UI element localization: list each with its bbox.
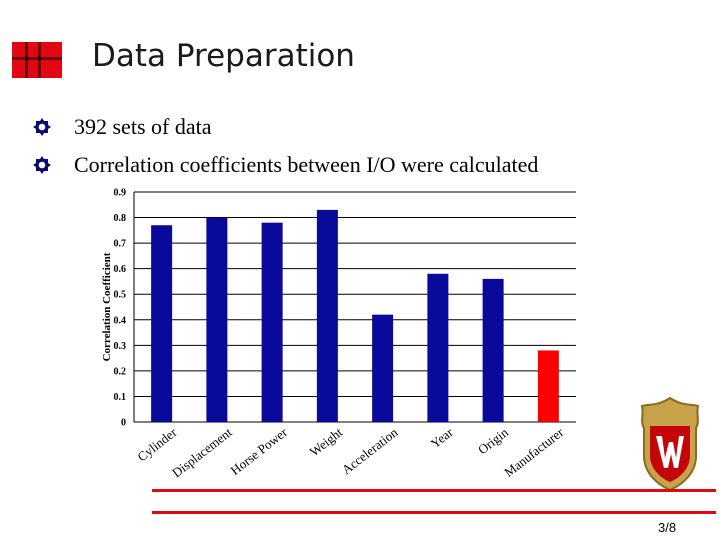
x-tick-label: Displacement	[169, 424, 235, 480]
y-tick-label: 0.8	[114, 213, 127, 224]
y-tick-label: 0.2	[114, 366, 127, 377]
y-tick-label: 0.4	[114, 315, 127, 326]
y-tick-label: 0.6	[114, 264, 127, 275]
footer-rule	[152, 489, 716, 492]
logo-icon	[12, 42, 62, 78]
bullet-text: Correlation coefficients between I/O wer…	[74, 152, 539, 177]
x-tick-label: Origin	[475, 424, 511, 457]
x-tick-label: Weight	[307, 424, 346, 459]
university-crest-icon	[640, 396, 700, 492]
y-tick-label: 0.5	[114, 290, 127, 301]
bar-horse-power	[261, 222, 283, 422]
bullet-item: Correlation coefficients between I/O wer…	[32, 152, 538, 178]
x-tick-label: Acceleration	[339, 424, 401, 477]
bar-acceleration	[372, 314, 394, 422]
page-number: 3/8	[658, 520, 677, 535]
bar-manufacturer	[537, 350, 559, 422]
x-tick-label: Horse Power	[228, 424, 291, 478]
x-tick-label: Year	[428, 424, 457, 451]
y-tick-label: 0.7	[114, 239, 127, 250]
bar-origin	[482, 278, 504, 422]
correlation-bar-chart: 0 0.1 0.2 0.3 0.4 0.5 0.6 0.7 0.8 0.9 Correlation …	[101, 188, 576, 480]
x-tick-label: Cylinder	[134, 424, 180, 464]
page-title: Data Preparation	[92, 38, 355, 74]
bar-displacement	[206, 217, 228, 422]
bar-year	[427, 273, 449, 422]
y-tick-label: 0	[121, 418, 126, 429]
y-axis-label: Correlation Coefficient	[101, 252, 113, 361]
y-tick-label: 0.3	[114, 341, 127, 352]
bullet-text: 392 sets of data	[74, 114, 212, 139]
bullet-item: 392 sets of data	[32, 114, 211, 140]
bar-weight	[316, 209, 338, 422]
bullet-icon	[33, 156, 51, 174]
footer-rule	[152, 511, 716, 514]
x-tick-label: Manufacturer	[501, 424, 567, 480]
bullet-icon	[33, 118, 51, 136]
y-tick-label: 0.9	[114, 188, 127, 199]
y-tick-label: 0.1	[114, 392, 127, 403]
bar-cylinder	[151, 225, 173, 422]
